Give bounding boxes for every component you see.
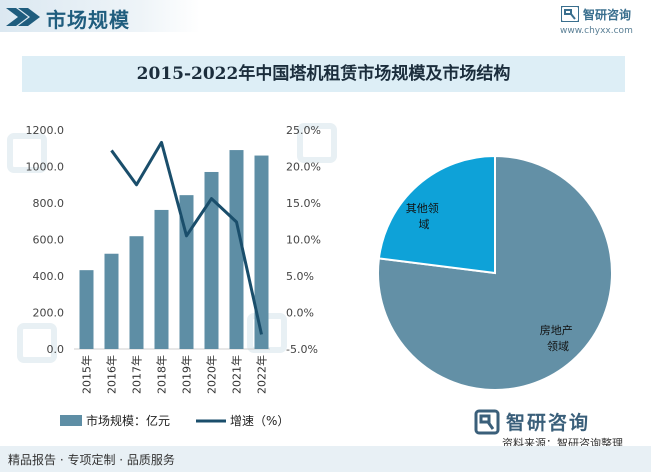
- right-tick-label: 0.0%: [286, 307, 314, 320]
- chart-title-bar: 2015-2022年中国塔机租赁市场规模及市场结构: [22, 56, 625, 92]
- x-tick-label: 2021年: [230, 355, 244, 394]
- right-tick-label: -5.0%: [286, 343, 318, 356]
- growth-line: [110, 140, 263, 335]
- bar-2020年: [204, 171, 219, 349]
- brand-name: 智研咨询: [583, 8, 632, 22]
- left-tick-label: 200.0: [33, 307, 65, 320]
- combo-chart: 0.0 200.0 400.0 600.0 800.0 1000.0 1200.0 -5.0…: [26, 124, 321, 428]
- bar-2015年: [79, 270, 94, 349]
- right-tick-label: 25.0%: [286, 124, 321, 137]
- right-tick-label: 5.0%: [286, 270, 314, 283]
- page-header: 市场规模 智研咨询 www.chyxx.com: [0, 0, 651, 40]
- bar-2021年: [229, 150, 244, 349]
- brand-site: www.chyxx.com: [560, 26, 633, 36]
- right-axis: -5.0% 0.0% 5.0% 10.0% 15.0% 20.0% 25.0%: [286, 124, 321, 356]
- right-tick-label: 15.0%: [286, 197, 321, 210]
- left-tick-label: 0.0: [47, 343, 65, 356]
- legend-label-size: 市场规模：亿元: [86, 413, 170, 428]
- x-tick-label: 2020年: [205, 355, 219, 394]
- left-axis: 0.0 200.0 400.0 600.0 800.0 1000.0 1200.0: [26, 124, 65, 356]
- bar-2018年: [154, 209, 169, 349]
- right-tick-label: 20.0%: [286, 161, 321, 174]
- x-tick-label: 2016年: [105, 355, 119, 394]
- left-tick-label: 600.0: [33, 234, 65, 247]
- pie-slice-其他领域: [377, 154, 496, 275]
- x-tick-label: 2019年: [180, 355, 194, 394]
- legend-label-growth: 增速（%）: [230, 414, 289, 428]
- footer-tagline: 精品报告 · 专项定制 · 品质服务: [8, 453, 175, 467]
- x-tick-label: 2018年: [155, 355, 169, 394]
- section-title: 市场规模: [46, 8, 130, 32]
- bar-2017年: [129, 236, 144, 349]
- left-tick-label: 1000.0: [26, 161, 65, 174]
- right-tick-label: 10.0%: [286, 234, 321, 247]
- left-tick-label: 1200.0: [26, 124, 65, 137]
- x-tick-label: 2022年: [255, 355, 269, 394]
- left-tick-label: 400.0: [33, 270, 65, 283]
- footer-brand: 智研咨询: [506, 412, 591, 434]
- double-chevron-icon: [6, 8, 40, 26]
- chyxx-logo-icon: [561, 6, 579, 22]
- footer-bar: 精品报告 · 专项定制 · 品质服务: [0, 446, 651, 472]
- bar-2019年: [179, 195, 194, 349]
- x-tick-label: 2015年: [80, 355, 94, 394]
- pie-chart: 其他领 域 房地产 领域: [377, 154, 613, 391]
- legend-bar-swatch: [60, 415, 82, 426]
- bar-2016年: [104, 253, 119, 349]
- chart-title: 2015-2022年中国塔机租赁市场规模及市场结构: [136, 64, 511, 84]
- pie-label-realestate: 房地产 领域: [540, 323, 577, 353]
- x-tick-label: 2017年: [130, 355, 144, 394]
- pie-label-other: 其他领 域: [406, 202, 443, 231]
- left-tick-label: 800.0: [33, 197, 65, 210]
- footer-logo-icon: [474, 409, 500, 435]
- bar-2022年: [254, 155, 269, 349]
